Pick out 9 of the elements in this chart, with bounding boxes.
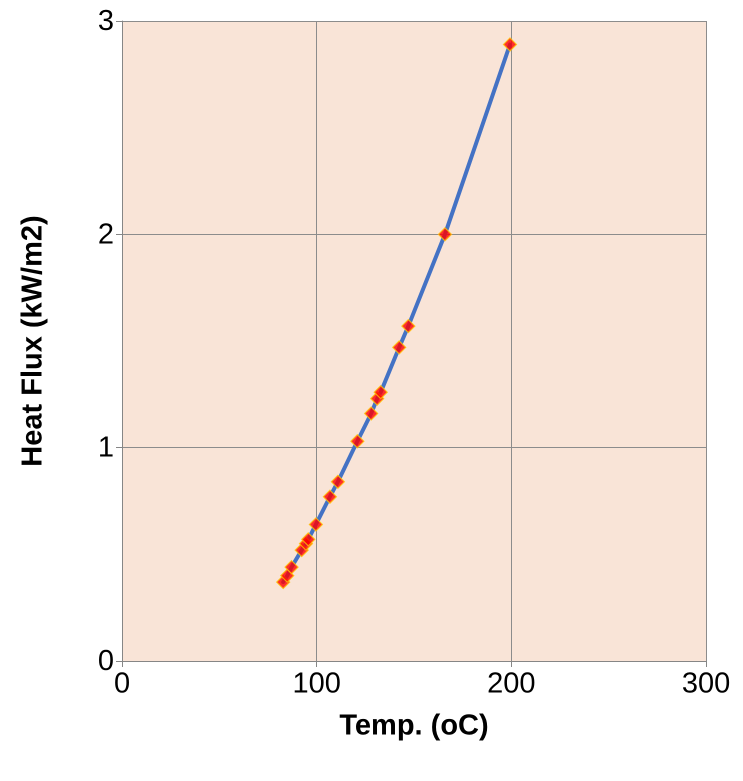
- y-axis-title: Heat Flux (kW/m2): [16, 215, 48, 467]
- y-tick-label: 3: [98, 5, 114, 37]
- x-tick-label: 300: [682, 668, 730, 700]
- y-tick-label: 2: [98, 218, 114, 250]
- x-tick-label: 200: [487, 668, 536, 700]
- x-axis-title: Temp. (oC): [339, 710, 489, 742]
- y-tick-label: 0: [98, 645, 114, 677]
- y-tick-label: 1: [98, 432, 114, 464]
- x-tick-label: 100: [292, 668, 341, 700]
